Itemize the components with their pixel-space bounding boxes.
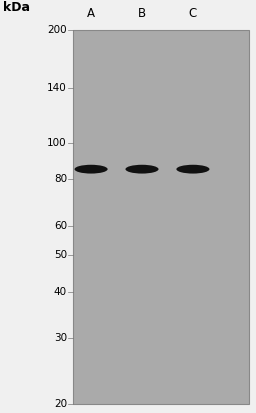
Text: 100: 100	[47, 138, 67, 148]
Ellipse shape	[125, 165, 158, 173]
Text: 30: 30	[54, 333, 67, 344]
Text: 80: 80	[54, 174, 67, 184]
Text: 60: 60	[54, 221, 67, 231]
Text: C: C	[189, 7, 197, 20]
Ellipse shape	[176, 165, 209, 173]
Ellipse shape	[74, 165, 108, 173]
Text: A: A	[87, 7, 95, 20]
FancyBboxPatch shape	[73, 30, 249, 404]
Text: 200: 200	[47, 25, 67, 35]
Text: 40: 40	[54, 287, 67, 297]
Text: 50: 50	[54, 250, 67, 261]
Text: B: B	[138, 7, 146, 20]
Text: 140: 140	[47, 83, 67, 93]
Text: 20: 20	[54, 399, 67, 409]
Text: kDa: kDa	[3, 1, 30, 14]
